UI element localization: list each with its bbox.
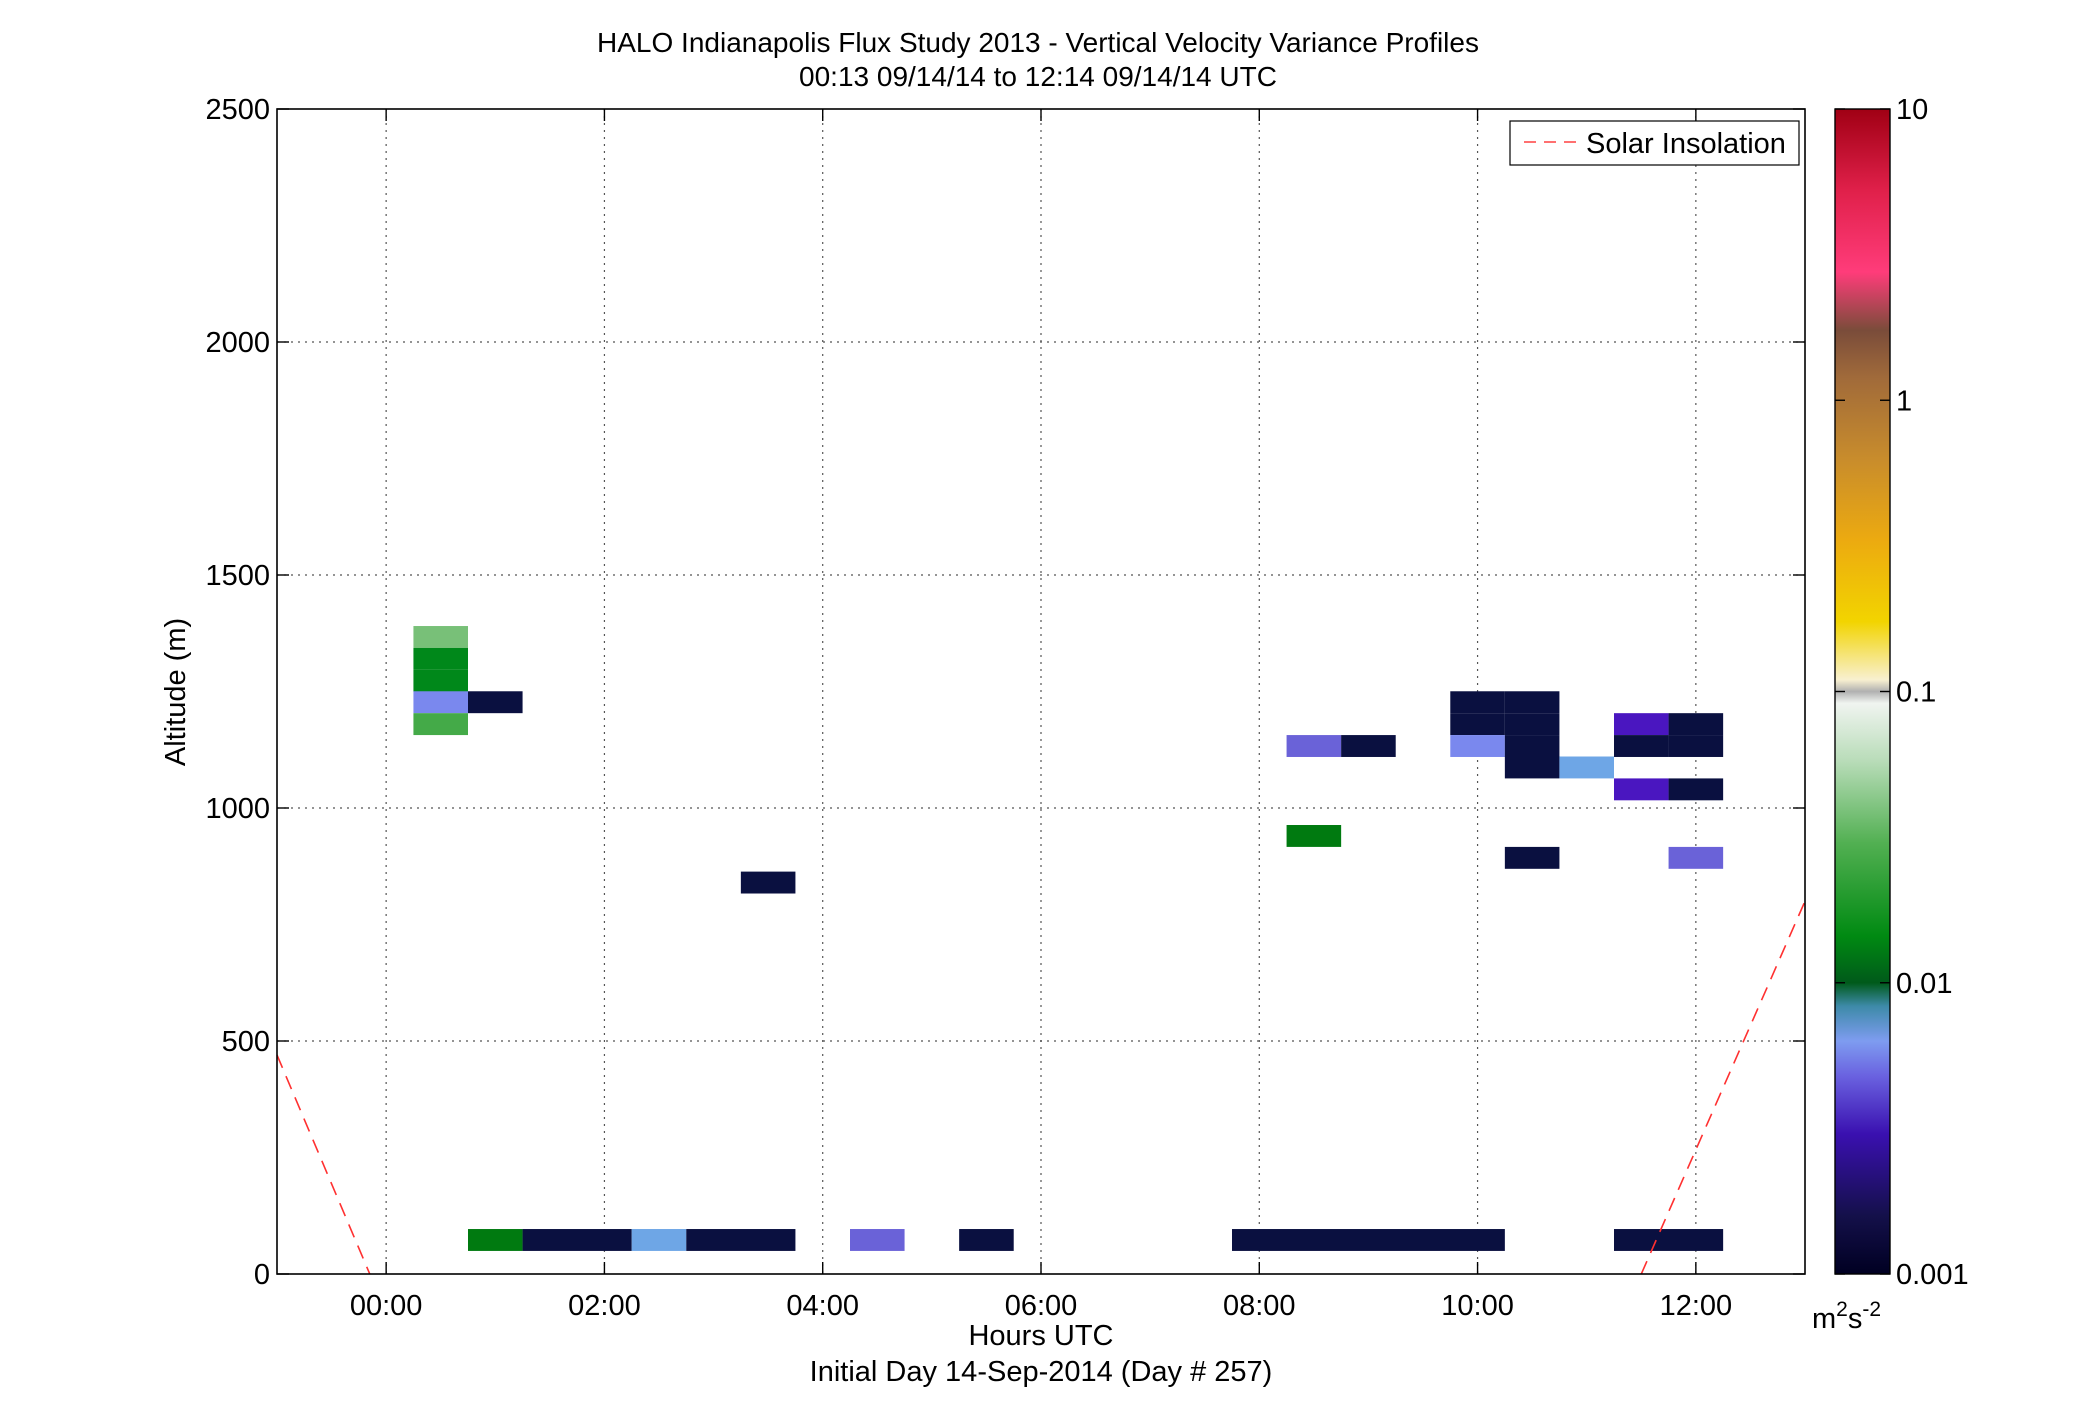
x-axis-ticks: 00:00 02:00 04:00 06:00 08:00 10:00 12:00	[350, 109, 1732, 1322]
heatmap-cell	[522, 1229, 632, 1251]
heatmap-cell	[740, 871, 796, 894]
heatmap-cell	[1504, 713, 1560, 736]
x-tick-label: 06:00	[1005, 1290, 1078, 1322]
solar-insolation-line	[276, 1054, 371, 1275]
heatmap-cell	[1341, 735, 1396, 757]
x-tick-label: 08:00	[1223, 1290, 1296, 1322]
heatmap-cell	[413, 691, 468, 714]
heatmap-cell	[1614, 735, 1669, 757]
x-axis-label: Hours UTC	[968, 1320, 1113, 1352]
heatmap-cell	[1450, 691, 1505, 714]
heatmap-cell	[959, 1229, 1014, 1251]
heatmap-cell	[1450, 735, 1505, 757]
heatmap-cell	[1232, 1229, 1505, 1251]
heatmap-cell	[1504, 735, 1560, 757]
heatmap-cell	[1668, 735, 1724, 757]
y-tick-label: 1500	[205, 560, 270, 592]
heatmap-cell	[1504, 756, 1560, 779]
y-axis-ticks: 0 500 1000 1500 2000 2500	[205, 94, 1805, 1291]
colorbar-tick-label: 1	[1896, 385, 1912, 417]
colorbar-tick-label: 0.01	[1896, 968, 1952, 1000]
heatmap-cell	[468, 691, 523, 714]
heatmap-cell	[850, 1229, 905, 1251]
heatmap-cell	[1614, 1229, 1724, 1251]
colorbar-tick-label: 10	[1896, 94, 1928, 126]
legend-box	[1509, 120, 1800, 166]
heatmap-cell	[1614, 778, 1669, 801]
colorbar-tick-label: 0.1	[1896, 677, 1936, 709]
heatmap-cell	[686, 1229, 796, 1251]
x-tick-label: 02:00	[568, 1290, 641, 1322]
heatmap-cell	[1286, 825, 1342, 847]
colorbar-unit-base: m	[1812, 1303, 1836, 1335]
colorbar-unit-mid: s	[1848, 1303, 1863, 1335]
heatmap-cell	[1668, 778, 1724, 801]
heatmap-cell	[413, 669, 468, 692]
x-tick-label: 04:00	[786, 1290, 859, 1322]
heatmap-cell	[1614, 713, 1669, 736]
legend-entry-solar-insolation: Solar Insolation	[1586, 128, 1786, 160]
heatmap-cell	[468, 1229, 523, 1251]
heatmap-cell	[413, 626, 468, 648]
grid-lines	[277, 109, 1805, 1274]
heatmap-cell	[1450, 713, 1505, 736]
chart-subtitle: 00:13 09/14/14 to 12:14 09/14/14 UTC	[799, 61, 1277, 92]
x-tick-label: 10:00	[1441, 1290, 1514, 1322]
heatmap-cell	[1559, 756, 1614, 779]
colorbar: 0.001 0.01 0.1 1 10 m2s-2	[1812, 94, 1969, 1335]
y-tick-label: 2000	[205, 327, 270, 359]
legend: Solar Insolation	[1509, 120, 1800, 166]
y-tick-label: 2500	[205, 94, 270, 126]
heatmap-cells	[413, 626, 1724, 1251]
heatmap-cell	[413, 713, 468, 736]
x-tick-label: 00:00	[350, 1290, 423, 1322]
y-tick-label: 0	[254, 1259, 270, 1291]
chart-title: HALO Indianapolis Flux Study 2013 - Vert…	[597, 27, 1479, 58]
colorbar-ticks: 0.001 0.01 0.1 1 10	[1835, 94, 1969, 1291]
heatmap-cell	[1286, 735, 1342, 757]
y-tick-label: 1000	[205, 793, 270, 825]
y-axis-label: Altitude (m)	[160, 618, 192, 766]
solar-insolation-series	[276, 900, 1806, 1275]
heatmap-cell	[631, 1229, 687, 1251]
heatmap-cell	[1668, 846, 1724, 869]
colorbar-tick-label: 0.001	[1896, 1259, 1969, 1291]
x-tick-label: 12:00	[1660, 1290, 1733, 1322]
colorbar-unit-exp2: -2	[1862, 1298, 1881, 1321]
heatmap-cell	[413, 647, 468, 670]
heatmap-cell	[1504, 691, 1560, 714]
heatmap-cell	[1668, 713, 1724, 736]
y-tick-label: 500	[222, 1026, 270, 1058]
colorbar-unit-exp1: 2	[1836, 1298, 1848, 1321]
x-axis-secondary-label: Initial Day 14-Sep-2014 (Day # 257)	[810, 1356, 1273, 1388]
colorbar-unit: m2s-2	[1812, 1298, 1881, 1335]
heatmap-cell	[1504, 846, 1560, 869]
